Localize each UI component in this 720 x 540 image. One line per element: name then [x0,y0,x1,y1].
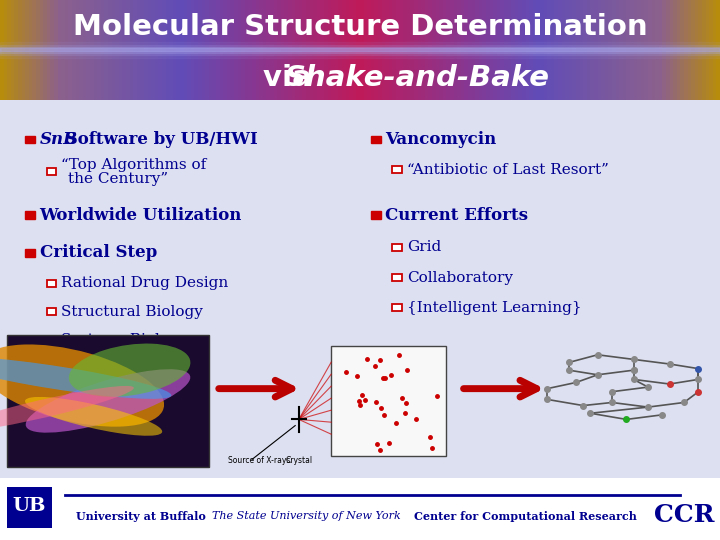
Bar [371,136,381,143]
Text: Crystal: Crystal [285,456,312,464]
Bar [7,335,209,467]
FancyBboxPatch shape [47,308,56,315]
Bar [25,136,35,143]
Text: Worldwide Utilization: Worldwide Utilization [40,207,242,224]
FancyBboxPatch shape [392,166,402,173]
Bar [7,487,52,528]
Text: Current Efforts: Current Efforts [385,207,528,224]
Ellipse shape [26,369,190,433]
Text: Rational Drug Design: Rational Drug Design [61,276,228,290]
Ellipse shape [0,357,171,399]
FancyBboxPatch shape [392,274,402,281]
Text: CCR: CCR [654,503,714,527]
Text: Center for Computational Research: Center for Computational Research [414,511,637,522]
Text: Vancomycin: Vancomycin [385,131,497,148]
FancyBboxPatch shape [47,336,56,343]
Text: via: via [263,64,322,92]
Text: the Century”: the Century” [68,172,168,186]
Text: SnB: SnB [40,131,78,148]
Text: Shake-and-Bake: Shake-and-Bake [284,64,549,92]
Ellipse shape [0,345,164,427]
Ellipse shape [69,343,190,397]
Text: Grid: Grid [407,240,441,254]
Text: University at Buffalo: University at Buffalo [76,511,205,522]
Text: Molecular Structure Determination: Molecular Structure Determination [73,13,647,41]
Ellipse shape [0,386,134,431]
Ellipse shape [25,397,162,436]
FancyBboxPatch shape [47,280,56,287]
Bar [25,249,35,257]
Text: UB: UB [13,497,46,515]
Bar [0,42,720,58]
Text: Systems Biology: Systems Biology [61,333,188,347]
Text: The State University of New York: The State University of New York [212,511,401,522]
Text: Software by UB/HWI: Software by UB/HWI [60,131,258,148]
FancyBboxPatch shape [47,168,56,175]
Text: “Antibiotic of Last Resort”: “Antibiotic of Last Resort” [407,163,608,177]
FancyBboxPatch shape [392,244,402,251]
Bar [25,212,35,219]
Bar [331,346,446,456]
Text: Collaboratory: Collaboratory [407,271,513,285]
Bar [371,212,381,219]
Text: “Top Algorithms of: “Top Algorithms of [61,158,207,172]
Text: Critical Step: Critical Step [40,245,157,261]
Bar [0,49,720,51]
Text: Source of X-rays: Source of X-rays [228,456,291,464]
FancyBboxPatch shape [392,305,402,311]
Text: Structural Biology: Structural Biology [61,305,203,319]
Text: {Intelligent Learning}: {Intelligent Learning} [407,301,582,315]
Bar [0,47,720,53]
Bar [0,45,720,55]
